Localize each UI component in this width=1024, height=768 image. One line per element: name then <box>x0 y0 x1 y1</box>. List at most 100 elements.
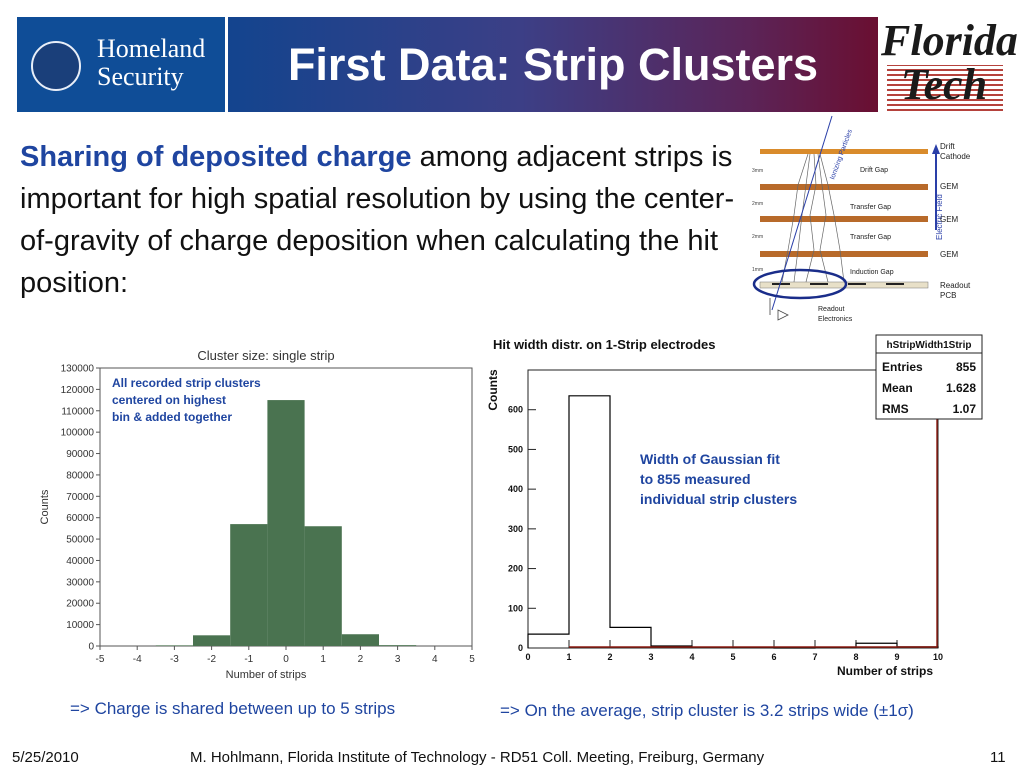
drift-cathode-label-line1: Drift <box>940 142 955 151</box>
florida-tech-wordmark: Florida Tech <box>881 16 1018 107</box>
stats-entries-label: Entries <box>882 360 923 374</box>
x-tick-label: 0 <box>283 654 289 665</box>
x-tick-label: 9 <box>894 652 899 662</box>
x-tick-label: 4 <box>689 652 694 662</box>
y-tick-label: 10000 <box>66 620 94 631</box>
stats-box: hStripWidth1Strip Entries 855 Mean 1.628… <box>875 334 983 420</box>
gaussian-fit-curve <box>569 393 938 648</box>
x-tick-label: -2 <box>207 654 216 665</box>
field-arrowhead-icon <box>932 144 940 154</box>
gem-label-3: GEM <box>940 250 959 259</box>
ionizing-particle-track <box>771 115 833 311</box>
gem-layer-1 <box>760 184 928 190</box>
hit-width-chart: Hit width distr. on 1-Strip electrodes N… <box>486 334 983 678</box>
drift-gap-label: Drift Gap <box>860 167 888 174</box>
y-axis-label: Counts <box>39 489 51 524</box>
y-tick-label: 500 <box>508 444 523 454</box>
stats-mean-label: Mean <box>882 381 913 395</box>
homeland-security-logo: Homeland Security <box>17 17 225 112</box>
footer-date: 5/25/2010 <box>12 749 79 766</box>
x-tick-label: 6 <box>771 652 776 662</box>
y-tick-label: 300 <box>508 524 523 534</box>
readout-electronics-label-line1: Readout <box>818 306 845 313</box>
x-tick-label: 5 <box>730 652 735 662</box>
y-tick-label: 30000 <box>66 577 94 588</box>
chart-annotation-line1: All recorded strip clusters <box>112 376 261 390</box>
x-tick-label: -1 <box>244 654 253 665</box>
gem-layer-2 <box>760 216 928 222</box>
intro-highlight: Sharing of deposited charge <box>20 141 412 173</box>
electric-field-label: Electric Field <box>935 194 944 240</box>
x-tick-label: 2 <box>358 654 364 665</box>
dhs-seal-icon <box>31 41 81 91</box>
x-tick-label: -5 <box>96 654 105 665</box>
highlight-ellipse <box>752 268 848 300</box>
readout-pcb-label-line2: PCB <box>940 291 956 300</box>
chart-title: Cluster size: single strip <box>197 348 334 363</box>
intro-text: among adjacent strips is important for h… <box>20 141 735 299</box>
x-tick-label: 5 <box>469 654 475 665</box>
y-tick-label: 400 <box>508 484 523 494</box>
y-tick-label: 50000 <box>66 535 94 546</box>
stats-entries-value: 855 <box>956 360 976 374</box>
tick-layer: 0 10000 20000 30000 40000 50000 60000 70000 8000… <box>61 364 476 666</box>
stats-box-frame <box>875 334 983 420</box>
gem-label-1: GEM <box>940 182 959 191</box>
y-tick-label: 130000 <box>61 364 95 375</box>
transfer-gap-2-label: Transfer Gap <box>850 234 891 241</box>
page-title: First Data: Strip Clusters <box>287 39 819 90</box>
x-tick-label: 10 <box>933 652 943 662</box>
y-tick-label: 20000 <box>66 599 94 610</box>
stats-box-name: hStripWidth1Strip <box>887 340 972 351</box>
florida-tech-logo: Florida Tech <box>881 16 1018 112</box>
histogram-bar <box>341 634 379 646</box>
x-tick-label: 1 <box>566 652 571 662</box>
x-tick-label: 4 <box>432 654 438 665</box>
gap-mm-label: 2mm <box>752 201 763 207</box>
induction-gap-label: Induction Gap <box>850 269 894 276</box>
y-tick-label: 110000 <box>61 406 94 417</box>
y-tick-label: 100 <box>508 603 523 613</box>
gem-label-2: GEM <box>940 215 959 224</box>
cluster-size-chart: Cluster size: single strip Number of str… <box>39 348 476 681</box>
chart-annotation-line1: Width of Gaussian fit <box>640 451 780 467</box>
x-tick-label: 3 <box>648 652 653 662</box>
logo-line-1: Homeland <box>97 34 206 63</box>
tick-layer: 0 100 200 300 400 500 600 0 1 2 3 4 5 6 7 8 9 10 <box>508 405 943 662</box>
title-bar: First Data: Strip Clusters <box>228 17 878 112</box>
readout-pcb-label-line1: Readout <box>940 281 971 290</box>
histogram-bar <box>193 635 231 646</box>
x-tick-label: -3 <box>170 654 179 665</box>
gap-mm-label: 1mm <box>752 267 763 273</box>
gem-layer-3 <box>760 251 928 257</box>
charge-avalanche-tracks <box>781 153 845 283</box>
amplifier-icon <box>777 309 789 321</box>
y-tick-label: 200 <box>508 564 523 574</box>
gap-mm-label: 3mm <box>752 168 763 174</box>
chart-annotation-line3: bin & added together <box>112 410 232 424</box>
y-tick-label: 0 <box>518 643 523 653</box>
y-tick-label: 120000 <box>61 385 95 396</box>
chart-annotation-line2: centered on highest <box>112 393 226 407</box>
chart-title: Hit width distr. on 1-Strip electrodes <box>493 337 715 352</box>
florida-tech-stripes <box>887 65 1003 111</box>
transfer-gap-1-label: Transfer Gap <box>850 204 891 211</box>
footer-text: M. Hohlmann, Florida Institute of Techno… <box>190 749 765 766</box>
readout-electronics-label-line2: Electronics <box>818 316 853 323</box>
right-caption: => On the average, strip cluster is 3.2 … <box>500 701 914 720</box>
y-tick-label: 600 <box>508 405 523 415</box>
x-tick-label: 1 <box>320 654 326 665</box>
histogram-bar <box>379 645 417 646</box>
chart-annotation-line2: to 855 measured <box>640 471 751 487</box>
intro-paragraph: Sharing of deposited charge among adjace… <box>20 136 740 304</box>
histogram-bar <box>267 400 305 646</box>
readout-strip <box>810 283 828 285</box>
bar-layer <box>155 400 417 646</box>
readout-strip <box>772 283 790 285</box>
y-tick-label: 70000 <box>66 492 94 503</box>
logo-florida: Florida <box>881 16 1018 65</box>
x-tick-label: 3 <box>395 654 401 665</box>
x-tick-label: -4 <box>133 654 142 665</box>
readout-strip <box>848 283 866 285</box>
readout-strip <box>886 283 904 285</box>
